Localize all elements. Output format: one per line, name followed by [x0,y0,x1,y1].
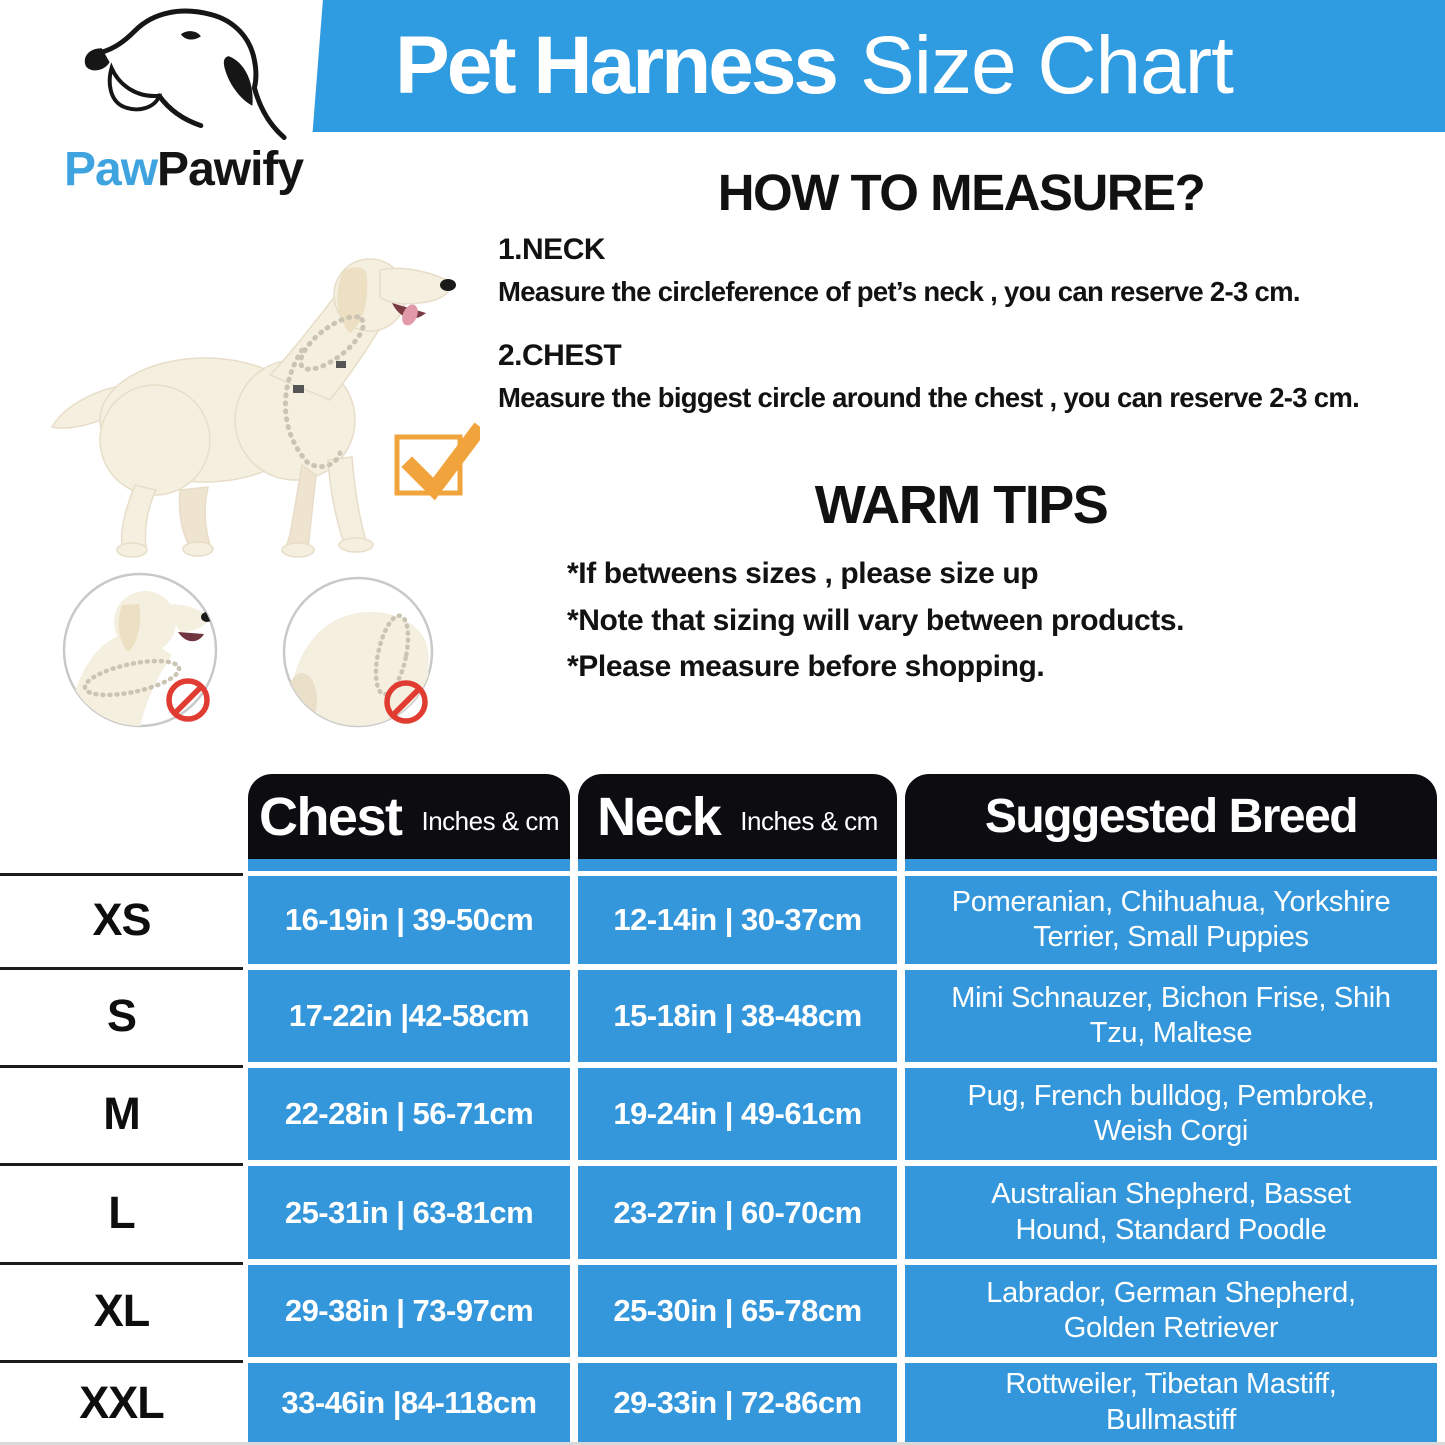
no-icon [166,678,210,722]
table-cell-breed: Australian Shepherd, Basset Hound, Stand… [905,1166,1437,1259]
page-title: Pet Harness [395,20,839,111]
row-divider [0,873,243,876]
size-label-xxl: XXL [79,1376,165,1428]
size-label-xl: XL [93,1285,151,1336]
chest-column-header: Chest Inches & cm [248,774,570,859]
logo-dog-icon [84,8,287,140]
brand-name-paw: Paw [64,143,158,196]
step-neck-label: 1.NECK [498,233,606,266]
table-cell-chest: 16-19in | 39-50cm [248,876,570,964]
table-cell-neck: 19-24in | 49-61cm [578,1068,897,1160]
logo-dog-ear [223,56,253,106]
table-cell-breed: Pug, French bulldog, Pembroke, Weish Cor… [905,1068,1437,1160]
table-cell-breed: Pomeranian, Chihuahua, Yorkshire Terrier… [905,876,1437,964]
table-cell-neck: 29-33in | 72-86cm [578,1363,897,1442]
chest-header-unit: Inches & cm [421,806,560,836]
row-divider [0,1065,243,1068]
step-chest-label: 2.CHEST [498,339,622,372]
table-cell-neck: 25-30in | 65-78cm [578,1265,897,1357]
measuring-tape [283,314,366,470]
logo-dog-nose [84,48,110,71]
row-divider [0,1262,243,1265]
tape-buckle [336,361,346,368]
breed-header-title: Suggested Breed [984,790,1359,843]
dog-tongue [402,304,418,326]
table-cell-neck: 15-18in | 38-48cm [578,970,897,1062]
tip-vary: *Note that sizing will vary between prod… [567,603,1185,637]
title-banner: Pet Harness Size Chart [312,0,1445,132]
tip-measure: *Please measure before shopping. [567,650,1045,683]
dog-nose [440,279,456,291]
neck-column-header: Neck Inches & cm [578,774,897,859]
tape-buckle [293,385,304,393]
neck-header-unit: Inches & cm [740,806,878,836]
check-icon [394,422,480,501]
size-label-xs: XS [92,894,151,945]
how-to-measure-heading: HOW TO MEASURE? [717,164,1206,221]
table-cell-breed: Mini Schnauzer, Bichon Frise, Shih Tzu, … [905,970,1437,1062]
row-divider [0,967,243,970]
row-divider [0,1163,243,1166]
page-subtitle: Size Chart [860,20,1234,111]
table-cell-chest: 25-31in | 63-81cm [248,1166,570,1259]
table-cell-chest: 33-46in |84-118cm [248,1363,570,1442]
chest-header-title: Chest [258,786,403,847]
step-neck-text: Measure the circleference of pet’s neck … [498,276,1301,307]
measure-steps: 1.NECK Measure the circleference of pet’… [498,233,1443,445]
table-cell-chest: 29-38in | 73-97cm [248,1265,570,1357]
warm-tips-list: *If betweens sizes , please size up *Not… [567,551,1185,691]
logo-dog-eye [181,31,201,40]
warm-tips-heading: WARM TIPS [814,475,1109,535]
table-cell-chest: 17-22in |42-58cm [248,970,570,1062]
tip-size-up: *If betweens sizes , please size up [567,557,1039,590]
wrong-measure-examples [62,572,434,728]
size-label-m: M [103,1088,141,1139]
brand-name-pawify: Pawify [157,143,304,196]
no-icon [384,680,428,724]
table-cell-chest: 22-28in | 56-71cm [248,1068,570,1160]
dog-harness-illustration [50,258,480,558]
table-cell-breed: Rottweiler, Tibetan Mastiff, Bullmastiff [905,1363,1437,1442]
dog-head-example [70,591,213,726]
step-chest-text: Measure the biggest circle around the ch… [498,382,1360,413]
table-cell-breed: Labrador, German Shepherd, Golden Retrie… [905,1265,1437,1357]
brand-name: PawPawify [64,142,364,197]
logo-dog-tongue [107,62,163,112]
size-label-s: S [106,990,137,1041]
neck-header-title: Neck [597,786,722,847]
table-cell-neck: 23-27in | 60-70cm [578,1166,897,1259]
table-cell-neck: 12-14in | 30-37cm [578,876,897,964]
row-divider [0,1360,243,1363]
breed-column-header: Suggested Breed [905,774,1437,859]
size-label-l: L [108,1186,136,1238]
